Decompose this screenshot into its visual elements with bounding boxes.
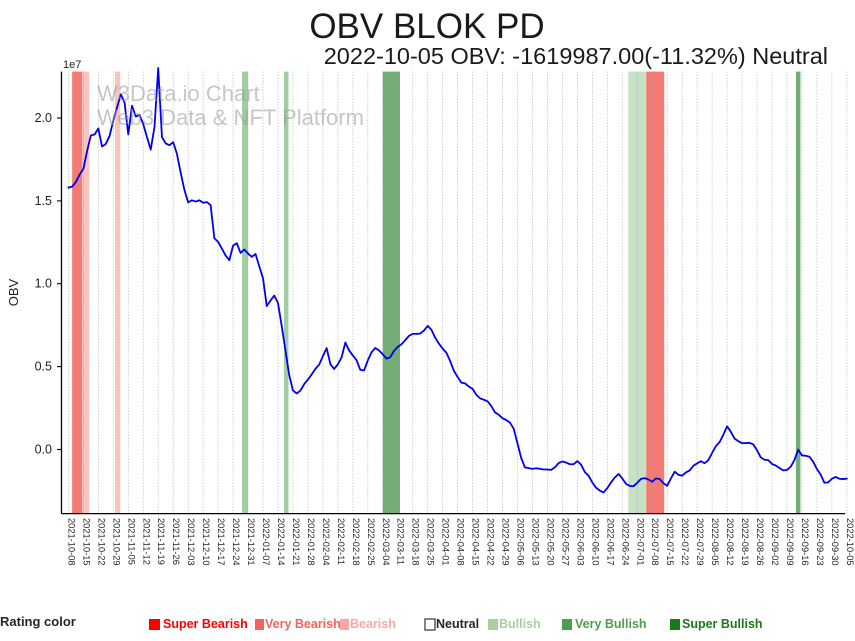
svg-text:2022-08-26: 2022-08-26 [755,518,765,566]
svg-text:2021-12-03: 2021-12-03 [186,518,196,566]
svg-text:2022-10-05: 2022-10-05 [845,518,855,566]
svg-text:Super Bearish: Super Bearish [163,617,248,631]
svg-text:2022-05-27: 2022-05-27 [560,518,570,566]
svg-text:2021-11-26: 2021-11-26 [171,518,181,565]
svg-text:2022-04-01: 2022-04-01 [441,518,451,566]
svg-text:2022-09-30: 2022-09-30 [830,518,840,566]
svg-text:2022-01-21: 2022-01-21 [291,518,301,566]
svg-text:2022-04-15: 2022-04-15 [471,518,481,566]
svg-text:2021-11-12: 2021-11-12 [141,518,151,565]
svg-text:2022-09-23: 2022-09-23 [815,518,825,566]
svg-text:2022-07-01: 2022-07-01 [635,518,645,566]
svg-text:2022-01-14: 2022-01-14 [276,518,286,566]
svg-text:1.5: 1.5 [35,194,52,208]
svg-text:2022-06-10: 2022-06-10 [590,518,600,566]
svg-text:2022-05-20: 2022-05-20 [545,518,555,566]
svg-text:2022-06-03: 2022-06-03 [575,518,585,566]
svg-text:2022-03-18: 2022-03-18 [411,518,421,566]
svg-text:2022-04-29: 2022-04-29 [501,518,511,566]
svg-text:2022-09-02: 2022-09-02 [770,518,780,566]
svg-text:2022-06-17: 2022-06-17 [605,518,615,566]
svg-text:2022-07-15: 2022-07-15 [665,518,675,566]
svg-text:2022-04-08: 2022-04-08 [456,518,466,566]
svg-text:2022-02-04: 2022-02-04 [321,518,331,566]
svg-text:2022-02-11: 2022-02-11 [336,518,346,565]
svg-text:Rating color: Rating color [0,614,76,629]
svg-text:2021-11-05: 2021-11-05 [126,518,136,565]
svg-text:2022-01-28: 2022-01-28 [306,518,316,566]
svg-text:OBV: OBV [6,278,21,306]
svg-text:OBV BLOK PD: OBV BLOK PD [309,7,544,46]
svg-text:0.0: 0.0 [35,443,52,457]
svg-text:Very Bullish: Very Bullish [575,617,647,631]
svg-text:2022-05-13: 2022-05-13 [530,518,540,566]
svg-text:2022-03-11: 2022-03-11 [396,518,406,565]
svg-text:0.5: 0.5 [35,360,52,374]
svg-text:2021-12-24: 2021-12-24 [231,518,241,566]
svg-text:2022-06-24: 2022-06-24 [620,518,630,566]
svg-text:2021-10-15: 2021-10-15 [81,518,91,566]
svg-text:Bullish: Bullish [499,617,541,631]
svg-text:2021-11-19: 2021-11-19 [156,518,166,565]
svg-text:2022-09-16: 2022-09-16 [800,518,810,566]
svg-text:2022-08-19: 2022-08-19 [740,518,750,566]
svg-text:2022-05-06: 2022-05-06 [516,518,526,566]
svg-text:2021-12-10: 2021-12-10 [201,518,211,566]
svg-text:2021-10-22: 2021-10-22 [96,518,106,566]
svg-text:Bearish: Bearish [350,617,396,631]
svg-text:2021-10-08: 2021-10-08 [66,518,76,566]
svg-text:2022-01-07: 2022-01-07 [261,518,271,566]
svg-text:1e7: 1e7 [63,59,81,71]
svg-text:2022-09-09: 2022-09-09 [785,518,795,566]
svg-text:2021-10-29: 2021-10-29 [111,518,121,566]
svg-text:Web3 Data & NFT Platform: Web3 Data & NFT Platform [97,105,364,130]
svg-text:Neutral: Neutral [436,617,479,631]
svg-text:2022-07-29: 2022-07-29 [695,518,705,566]
svg-text:2022-08-12: 2022-08-12 [725,518,735,566]
svg-text:2022-03-04: 2022-03-04 [381,518,391,566]
svg-text:2022-07-22: 2022-07-22 [680,518,690,566]
svg-text:2022-08-05: 2022-08-05 [710,518,720,566]
svg-text:2.0: 2.0 [35,111,52,125]
svg-text:2022-03-25: 2022-03-25 [426,518,436,566]
svg-text:2021-12-31: 2021-12-31 [246,518,256,566]
svg-text:2021-12-17: 2021-12-17 [216,518,226,566]
svg-text:Very Bearish: Very Bearish [265,617,341,631]
svg-text:W3Data.io Chart: W3Data.io Chart [97,81,260,106]
svg-text:2022-04-22: 2022-04-22 [486,518,496,566]
svg-text:2022-07-08: 2022-07-08 [650,518,660,566]
svg-text:2022-02-18: 2022-02-18 [351,518,361,566]
svg-text:2022-02-25: 2022-02-25 [366,518,376,566]
svg-text:Super Bullish: Super Bullish [682,617,763,631]
svg-text:1.0: 1.0 [35,277,52,291]
svg-text:2022-10-05 OBV: -1619987.00(-1: 2022-10-05 OBV: -1619987.00(-11.32%) Neu… [324,43,828,69]
